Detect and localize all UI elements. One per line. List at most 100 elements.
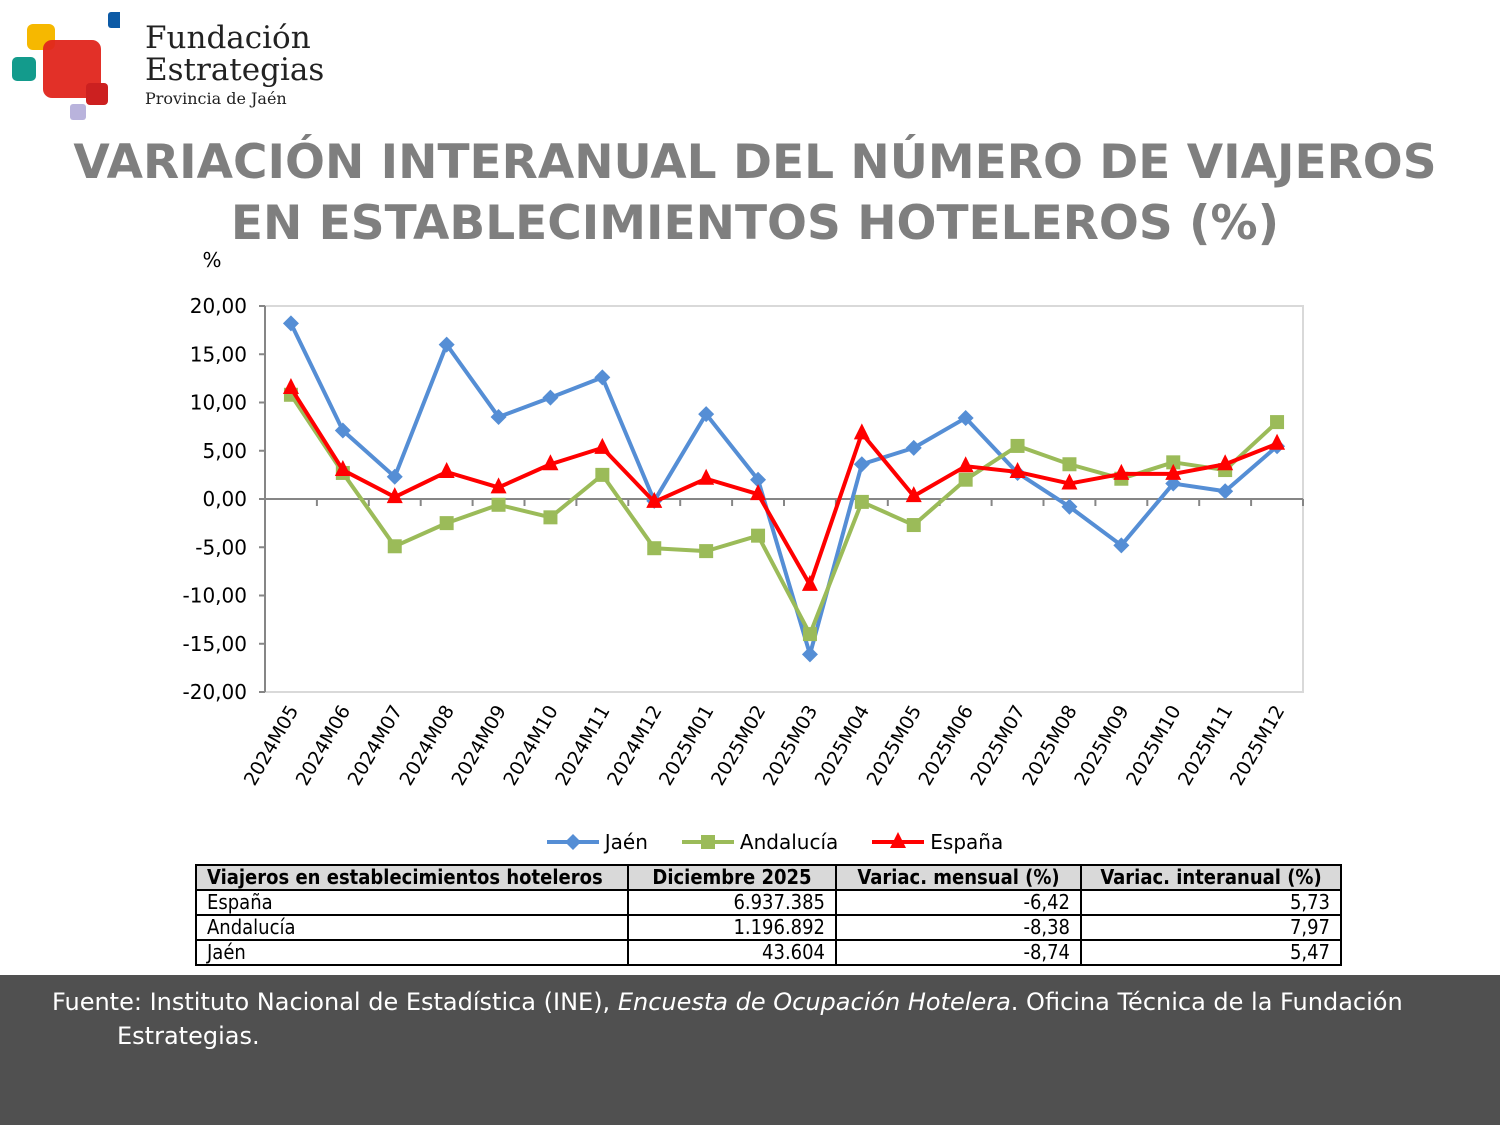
data-point	[646, 491, 663, 508]
data-point	[1062, 457, 1077, 472]
data-point	[1113, 463, 1130, 480]
data-point	[854, 494, 869, 509]
data-point	[801, 646, 818, 663]
data-point	[1061, 498, 1078, 515]
data-point	[334, 422, 351, 439]
data-point	[699, 544, 714, 559]
data-point	[542, 454, 559, 471]
legend-marker	[890, 832, 907, 848]
footer-prefix: Fuente: Instituto Nacional de Estadístic…	[52, 988, 618, 1016]
data-point	[698, 406, 715, 423]
legend-diamond-icon	[546, 834, 599, 850]
title-line1: VARIACIÓN INTERANUAL DEL NÚMERO DE VIAJE…	[73, 135, 1437, 190]
data-point	[1166, 455, 1181, 470]
data-point	[698, 468, 715, 485]
data-point	[490, 477, 507, 494]
legend-label: España	[930, 830, 1004, 854]
cell: 5,47	[1080, 939, 1342, 966]
y-tick-label: -15,00	[183, 632, 247, 656]
legend-item: Andalucía	[681, 830, 839, 854]
y-tick-label: -10,00	[183, 584, 247, 608]
data-point	[1217, 483, 1234, 500]
cell: -8,38	[835, 914, 1082, 941]
data-point	[490, 408, 507, 425]
data-point	[334, 460, 351, 477]
cell: 43.604	[627, 939, 837, 966]
data-point	[439, 516, 454, 531]
data-point	[386, 487, 403, 504]
cell: Jaén	[195, 939, 629, 966]
data-point	[282, 378, 299, 395]
data-point	[386, 468, 403, 485]
data-point	[801, 574, 818, 591]
cell: 7,97	[1080, 914, 1342, 941]
data-point	[853, 456, 870, 473]
logo-line2: Estrategias	[145, 52, 325, 88]
data-point	[594, 437, 611, 454]
cell: -6,42	[835, 889, 1082, 916]
y-tick-label: 5,00	[202, 439, 247, 463]
header-cell: Viajeros en establecimientos hoteleros	[195, 864, 629, 891]
legend-label: Andalucía	[739, 830, 839, 854]
header-cell: Variac. interanual (%)	[1080, 864, 1342, 891]
legend-marker	[564, 834, 581, 850]
footer-survey-name: Encuesta de Ocupación Hotelera	[617, 988, 1011, 1016]
cell: España	[195, 889, 629, 916]
y-axis-label: %	[202, 248, 221, 272]
legend-item: España	[872, 830, 1003, 854]
data-point	[1061, 473, 1078, 490]
data-point	[282, 315, 299, 332]
data-point	[543, 510, 558, 525]
y-tick-label: -5,00	[195, 535, 247, 559]
logo-squares-icon	[12, 12, 124, 120]
legend-marker	[700, 835, 715, 849]
header-cell: Variac. mensual (%)	[835, 864, 1082, 891]
data-point	[751, 528, 766, 543]
logo: Fundación Estrategias Provincia de Jaén	[10, 10, 324, 122]
data-table: Viajeros en establecimientos hoteleros D…	[195, 864, 1342, 966]
cell: Andalucía	[195, 914, 629, 941]
data-point	[1010, 438, 1025, 453]
data-point	[438, 461, 455, 478]
cell: 1.196.892	[627, 914, 837, 941]
data-point	[1009, 461, 1026, 478]
y-tick-label: 0,00	[202, 487, 247, 511]
footer-suffix: . Oficina Técnica de la Fundación	[1010, 988, 1403, 1016]
series-line	[289, 386, 1278, 587]
logo-line1: Fundación	[145, 20, 311, 56]
title-line2: EN ESTABLECIMIENTOS HOTELEROS (%)	[230, 196, 1280, 251]
data-point	[750, 484, 767, 501]
series-jaén	[282, 315, 1286, 663]
data-point	[853, 423, 870, 440]
data-point	[958, 472, 973, 487]
data-point	[647, 541, 662, 556]
data-point	[906, 518, 921, 533]
cell: 6.937.385	[627, 889, 837, 916]
data-point	[957, 409, 974, 426]
y-tick-label: 20,00	[190, 294, 247, 318]
cell: 5,73	[1080, 889, 1342, 916]
data-point	[905, 486, 922, 503]
data-point	[905, 439, 922, 456]
y-tick-label: 15,00	[190, 342, 247, 366]
line-chart: % 20,00 15,00 10,00 5,00 0,00 -5,00 -10,00 -15,0…	[183, 248, 1304, 790]
data-point	[1269, 433, 1286, 450]
chart-legend: Jaén Andalucía España	[0, 830, 1500, 854]
y-tick-label: 10,00	[190, 391, 247, 415]
data-point	[1217, 454, 1234, 471]
data-point	[957, 456, 974, 473]
legend-label: Jaén	[604, 830, 648, 854]
series-line	[289, 322, 1279, 657]
data-point	[802, 627, 817, 642]
page-title: VARIACIÓN INTERANUAL DEL NÚMERO DE VIAJE…	[0, 132, 1500, 254]
y-tick-label: -20,00	[183, 680, 247, 704]
legend-item: Jaén	[546, 830, 648, 854]
data-point	[1165, 463, 1182, 480]
data-point	[1270, 415, 1285, 430]
data-point	[438, 336, 455, 353]
table-header-row: Viajeros en establecimientos hoteleros D…	[195, 864, 1342, 891]
data-point	[595, 467, 610, 482]
series-españa	[282, 378, 1286, 591]
legend-triangle-icon	[872, 832, 925, 848]
cell: -8,74	[835, 939, 1082, 966]
